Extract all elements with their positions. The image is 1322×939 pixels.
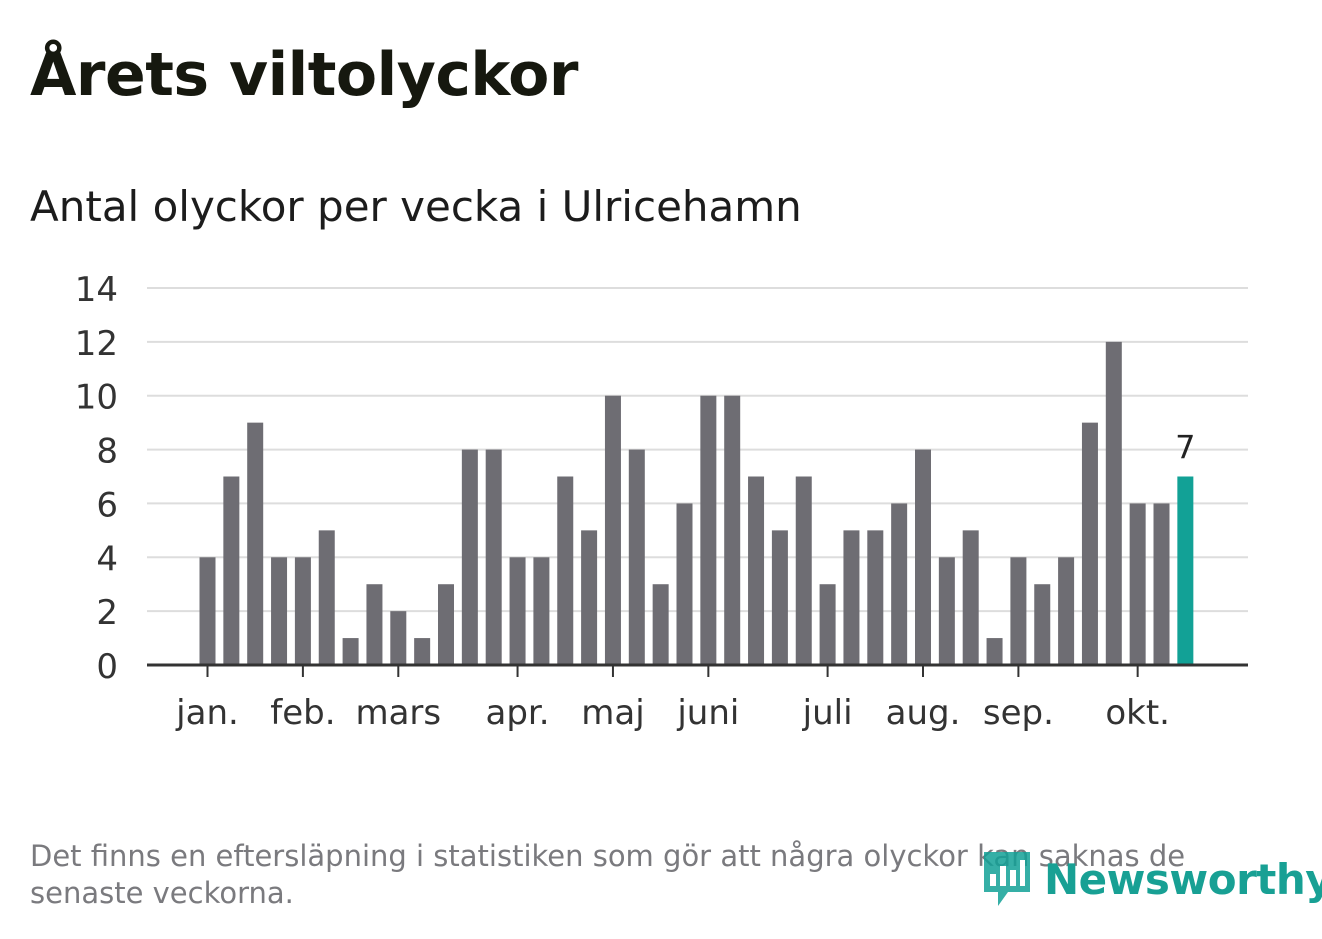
bar bbox=[461, 449, 478, 665]
bar-highlight bbox=[1177, 476, 1194, 665]
bar bbox=[1129, 503, 1146, 665]
bar bbox=[819, 584, 836, 665]
y-tick-label: 6 bbox=[96, 485, 118, 525]
bar bbox=[485, 449, 502, 665]
bar bbox=[1058, 557, 1075, 665]
bar bbox=[604, 395, 621, 665]
bar bbox=[771, 530, 788, 665]
y-tick-label: 8 bbox=[96, 432, 118, 472]
newsworthy-logo-text: Newsworthy bbox=[1044, 854, 1322, 904]
bar bbox=[1034, 584, 1051, 665]
bar bbox=[795, 476, 812, 665]
x-tick-label: jan. bbox=[175, 693, 239, 733]
bar bbox=[700, 395, 717, 665]
bar bbox=[724, 395, 741, 665]
bar bbox=[294, 557, 311, 665]
y-tick-label: 4 bbox=[96, 539, 118, 579]
bar bbox=[1105, 341, 1122, 665]
bar bbox=[628, 449, 645, 665]
bar bbox=[366, 584, 383, 665]
bar bbox=[438, 584, 454, 665]
bar bbox=[199, 557, 216, 665]
x-tick-label: aug. bbox=[886, 693, 961, 733]
bar bbox=[318, 530, 335, 665]
bar bbox=[533, 557, 550, 665]
x-tick-label: juli bbox=[802, 693, 853, 733]
y-tick-label: 10 bbox=[75, 378, 118, 418]
bar bbox=[891, 503, 908, 665]
y-tick-label: 14 bbox=[75, 270, 118, 310]
bar bbox=[414, 638, 431, 665]
chart-subtitle: Antal olyckor per vecka i Ulricehamn bbox=[30, 182, 802, 231]
bar bbox=[509, 557, 526, 665]
bar bbox=[247, 422, 264, 665]
chart-title: Årets viltolyckor bbox=[30, 40, 579, 110]
x-tick-label: juni bbox=[676, 693, 739, 733]
bar bbox=[581, 530, 598, 665]
bar bbox=[938, 557, 955, 665]
y-tick-label: 12 bbox=[75, 324, 118, 364]
newsworthy-logo-icon bbox=[984, 852, 1030, 906]
bar bbox=[962, 530, 979, 665]
bar bbox=[390, 611, 407, 665]
x-tick-label: mars bbox=[355, 693, 441, 733]
bar bbox=[652, 584, 669, 665]
bar bbox=[342, 638, 359, 665]
bar bbox=[676, 503, 693, 665]
x-tick-label: maj bbox=[581, 693, 644, 733]
y-tick-label: 2 bbox=[96, 593, 118, 633]
bar bbox=[557, 476, 574, 665]
x-tick-label: feb. bbox=[270, 693, 335, 733]
bar bbox=[915, 449, 931, 665]
bar bbox=[748, 476, 765, 665]
y-tick-label: 0 bbox=[96, 647, 118, 687]
bar bbox=[1081, 422, 1098, 665]
bar-chart: 0 2 4 6 8 10 12 14 7 jan. feb. mars apr. maj juni juli a… bbox=[75, 270, 1248, 733]
bar bbox=[223, 476, 240, 665]
x-tick-label: apr. bbox=[486, 693, 550, 733]
bar bbox=[986, 638, 1003, 665]
bar bbox=[843, 530, 860, 665]
data-label: 7 bbox=[1175, 429, 1195, 467]
bar bbox=[271, 557, 288, 665]
bar bbox=[867, 530, 884, 665]
x-tick-label: okt. bbox=[1105, 693, 1170, 733]
bar bbox=[1153, 503, 1170, 665]
x-tick-label: sep. bbox=[983, 693, 1054, 733]
newsworthy-logo: Newsworthy bbox=[980, 848, 1322, 910]
bar bbox=[1010, 557, 1027, 665]
